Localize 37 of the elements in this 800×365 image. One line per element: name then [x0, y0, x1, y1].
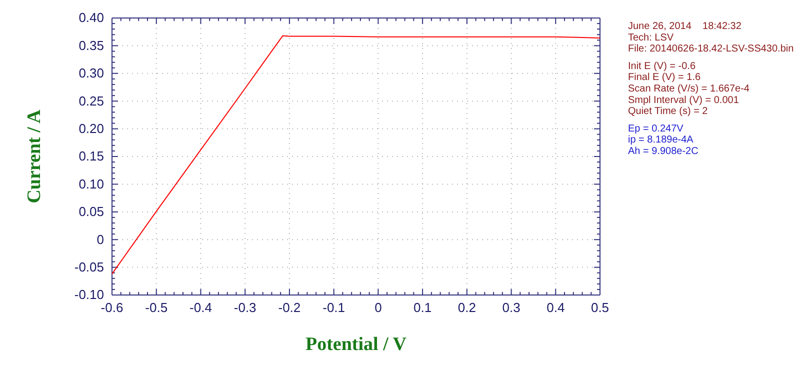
y-tick-label: 0.25 [78, 93, 104, 108]
x-tick-label: -0.6 [100, 300, 124, 316]
text: Quiet Time (s) = 2 [628, 106, 708, 118]
x-tick-label: 0 [374, 300, 382, 316]
text: Scan Rate (V/s) = 1.667e-4 [628, 84, 750, 94]
x-tick-label: -0.3 [234, 300, 256, 316]
x-tick-label: 0.3 [502, 300, 520, 316]
text: File: 20140626-18.42-LSV-SS430.bin [628, 44, 794, 55]
y-tick-label: 0.30 [78, 66, 104, 81]
y-tick-label: -0.10 [74, 287, 104, 302]
y-tick-label: 0.15 [78, 148, 104, 164]
text: Ah = 9.908e-2C [628, 146, 698, 157]
text: Final E (V) = 1.6 [628, 72, 701, 84]
x-tick-label: 0.4 [546, 300, 565, 316]
y-tick-label: 0.35 [78, 38, 104, 53]
y-tick-label: -0.05 [74, 259, 104, 274]
x-tick-label: 0.1 [414, 300, 432, 316]
x-tick-label: -0.4 [190, 300, 212, 316]
y-tick-label: 0 [96, 232, 104, 247]
text: June 26, 2014 18:42:32 [628, 21, 742, 32]
x-axis-title: Potential / V [306, 334, 407, 355]
y-tick-label: 0.05 [78, 204, 104, 220]
y-tick-label: 0.20 [78, 120, 104, 136]
x-tick-label: -0.1 [322, 300, 346, 316]
text: ip = 8.189e-4A [628, 134, 694, 146]
text: Tech: LSV [628, 32, 674, 44]
text: Smpl Interval (V) = 0.001 [628, 94, 740, 106]
x-tick-label: -0.5 [145, 300, 168, 316]
text: Init E (V) = -0.6 [628, 60, 696, 72]
text: Ep = 0.247V [628, 123, 684, 134]
y-tick-label: 0.40 [78, 10, 104, 26]
x-tick-label: -0.2 [278, 300, 301, 316]
line-series [112, 35, 600, 274]
x-tick-label: 0.5 [590, 300, 610, 316]
x-tick-label: 0.2 [458, 300, 476, 316]
y-tick-label: 0.10 [78, 176, 104, 192]
y-axis-title: Current / A [24, 109, 45, 204]
